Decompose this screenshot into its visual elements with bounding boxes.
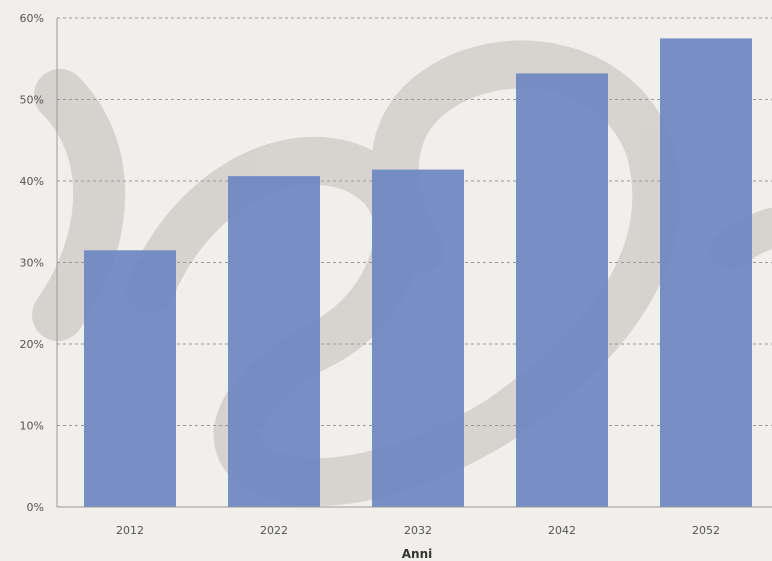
y-tick-label: 10%	[20, 420, 44, 433]
x-tick-label: 2032	[404, 524, 432, 537]
x-tick-label: 2052	[692, 524, 720, 537]
bar-2032	[372, 169, 464, 507]
bars	[84, 38, 752, 508]
bar-2042	[516, 73, 608, 508]
y-axis-tick-labels: 0% 10% 20% 30% 40% 50% 60%	[20, 12, 44, 514]
x-axis-title: Anni	[402, 547, 433, 561]
x-tick-label: 2022	[260, 524, 288, 537]
y-tick-label: 20%	[20, 338, 44, 351]
bar-2012	[84, 250, 176, 507]
y-tick-label: 60%	[20, 12, 44, 25]
y-tick-label: 30%	[20, 257, 44, 270]
y-tick-label: 40%	[20, 175, 44, 188]
grid-lines	[57, 17, 772, 426]
bar-2022	[228, 176, 320, 508]
x-tick-label: 2042	[548, 524, 576, 537]
x-axis-tick-labels: 2012 2022 2032 2042 2052	[116, 524, 720, 537]
x-tick-label: 2012	[116, 524, 144, 537]
bar-2052	[660, 38, 752, 507]
y-tick-label: 50%	[20, 94, 44, 107]
y-tick-label: 0%	[27, 501, 44, 514]
